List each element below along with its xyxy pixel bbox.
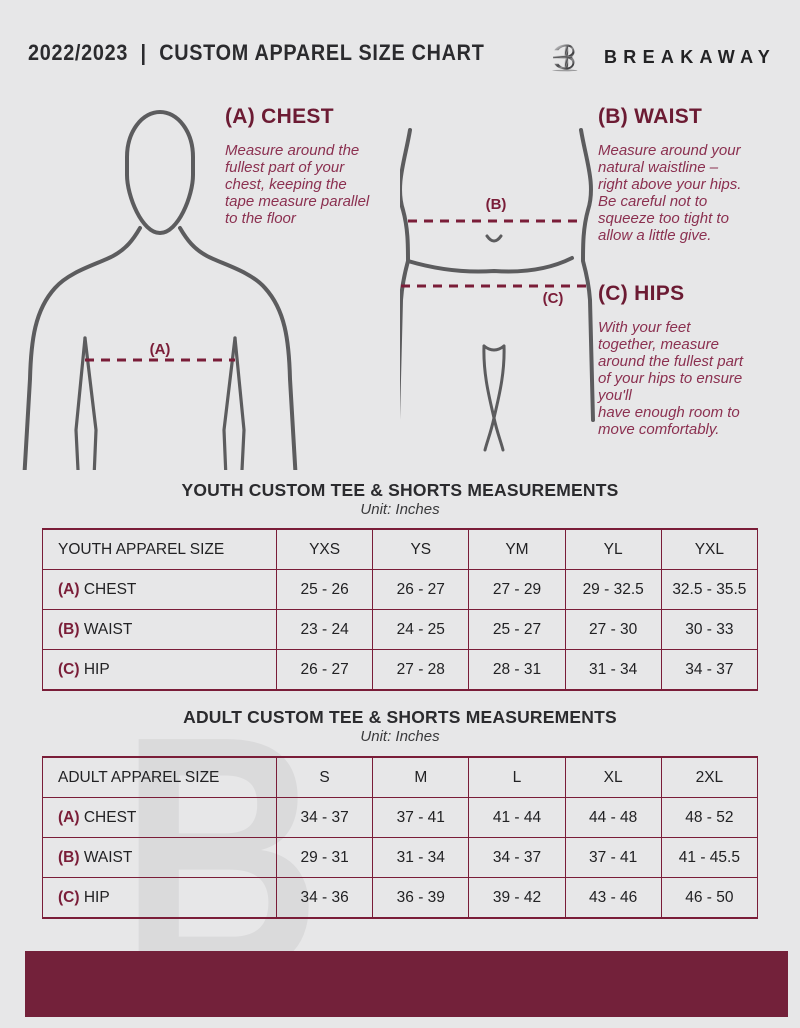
svg-text:(A): (A) [150,341,171,358]
svg-text:(C): (C) [543,290,564,307]
svg-text:(B): (B) [486,196,507,213]
